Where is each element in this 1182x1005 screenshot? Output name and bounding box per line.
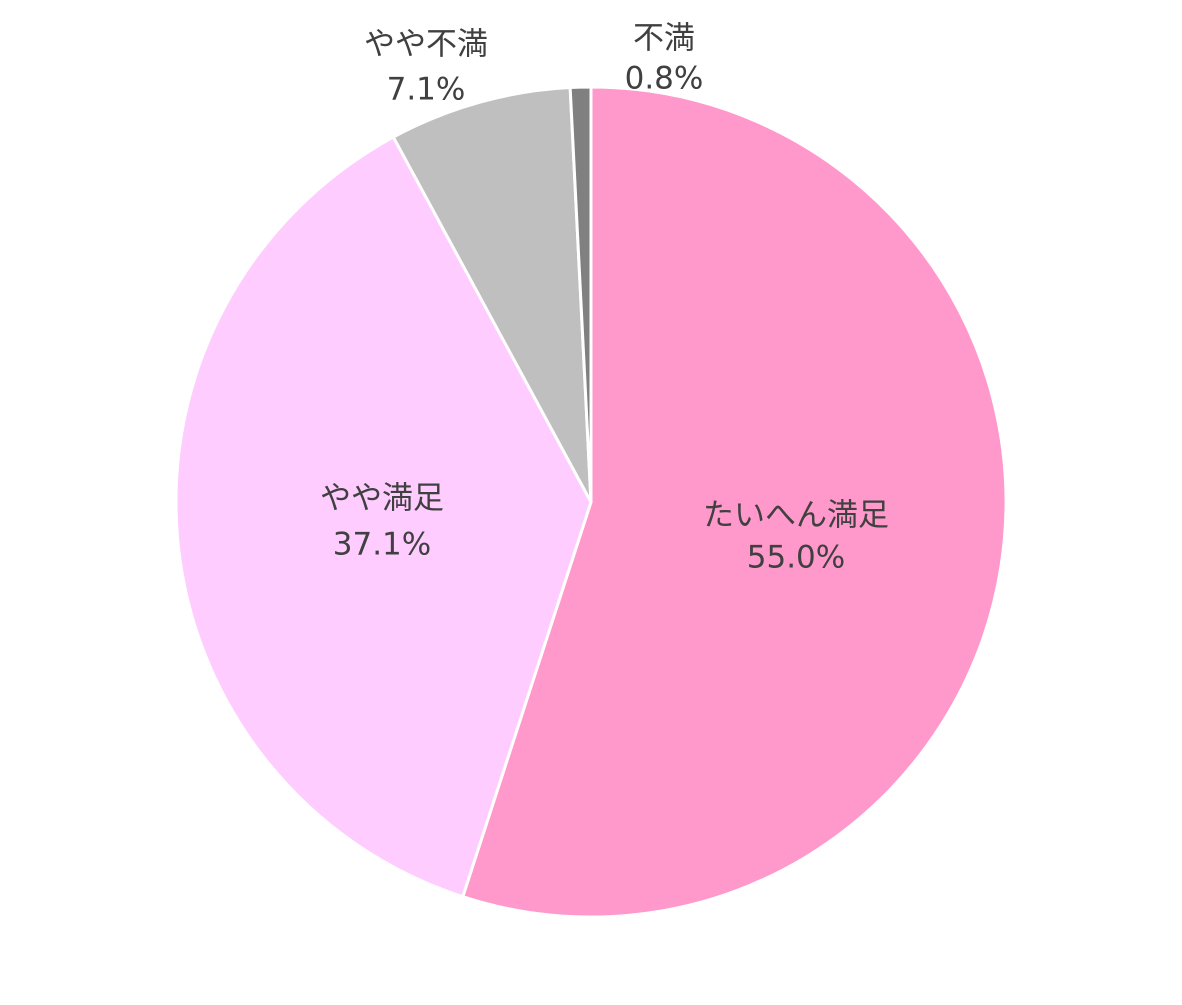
pie-slice-very-satisfied <box>460 85 1008 919</box>
slice-value-dissatisfied: 0.8% <box>625 61 704 97</box>
pie-slice-dissatisfied <box>568 85 593 503</box>
slice-value-very-satisfied: 55.0% <box>747 540 845 576</box>
slice-label-dissatisfied: 不満 <box>633 21 695 57</box>
slice-value-somewhat-satisfied: 37.1% <box>333 527 431 563</box>
pie-slices <box>174 85 1008 919</box>
slice-label-somewhat-dissatisfied: やや不満 <box>364 27 488 63</box>
pie-slice-somewhat-dissatisfied <box>391 85 593 503</box>
slice-value-somewhat-dissatisfied: 7.1% <box>387 72 466 108</box>
slice-label-somewhat-satisfied: やや満足 <box>320 481 444 517</box>
pie-labels: たいへん満足 55.0% やや満足 37.1% やや不満 7.1% 不満 0.8% <box>320 21 889 576</box>
slice-label-very-satisfied: たいへん満足 <box>703 498 889 534</box>
pie-slice-somewhat-satisfied <box>174 135 593 899</box>
